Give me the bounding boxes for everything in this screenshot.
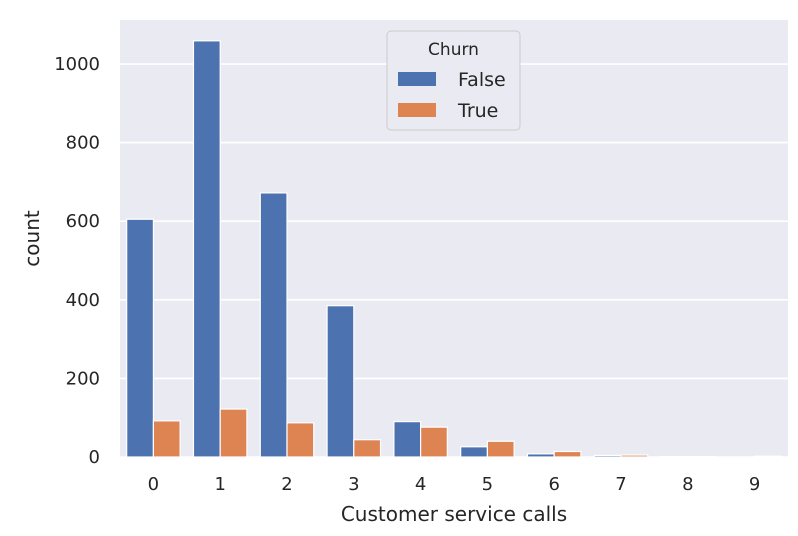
x-tick-label: 9 — [749, 474, 760, 495]
bar-true-7 — [621, 455, 648, 457]
bar-false-7 — [594, 455, 621, 457]
bar-true-0 — [153, 421, 180, 457]
y-axis-title: count — [20, 210, 44, 267]
bar-true-6 — [554, 451, 581, 457]
bar-false-0 — [127, 219, 154, 457]
bar-true-9 — [755, 456, 782, 457]
legend-title: Churn — [428, 40, 479, 60]
y-tick-label: 600 — [66, 211, 100, 232]
bar-false-3 — [327, 306, 354, 457]
x-tick-label: 1 — [214, 474, 225, 495]
y-axis-ticks: 0 200 400 600 800 1000 — [54, 54, 100, 468]
bar-true-2 — [287, 423, 314, 457]
x-axis-ticks: 0 1 2 3 4 5 6 7 8 9 — [148, 474, 761, 495]
bar-false-6 — [527, 454, 554, 457]
bar-true-1 — [220, 409, 247, 457]
x-tick-label: 2 — [281, 474, 292, 495]
x-tick-label: 6 — [548, 474, 559, 495]
legend-swatch-false — [398, 72, 436, 86]
bar-true-3 — [354, 440, 381, 457]
bar-false-1 — [193, 41, 220, 457]
bar-false-2 — [260, 193, 287, 457]
y-tick-label: 800 — [66, 133, 100, 154]
x-tick-label: 0 — [148, 474, 159, 495]
legend-label-false: False — [458, 69, 506, 91]
bar-false-4 — [394, 422, 421, 457]
x-tick-label: 8 — [682, 474, 693, 495]
bar-false-5 — [461, 447, 488, 457]
x-tick-label: 5 — [482, 474, 493, 495]
x-axis-title: Customer service calls — [341, 502, 567, 526]
y-tick-label: 400 — [66, 290, 100, 311]
y-tick-label: 200 — [66, 368, 100, 389]
legend: Churn False True — [387, 31, 520, 130]
x-tick-label: 7 — [615, 474, 626, 495]
legend-label-true: True — [457, 100, 498, 122]
bar-true-4 — [421, 427, 448, 457]
y-tick-label: 1000 — [54, 54, 100, 75]
bar-true-5 — [487, 441, 514, 457]
x-tick-label: 4 — [415, 474, 426, 495]
legend-swatch-true — [398, 103, 436, 117]
y-tick-label: 0 — [89, 447, 100, 468]
x-tick-label: 3 — [348, 474, 359, 495]
